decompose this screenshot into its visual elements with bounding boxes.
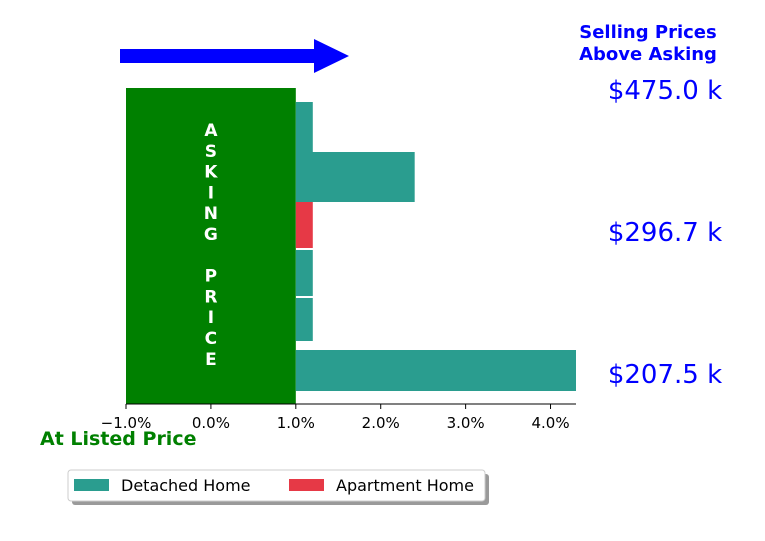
asking-band-letter: E [205,350,217,370]
price-label-middle: $296.7 k [608,218,722,248]
asking-band-letter: A [204,121,218,141]
legend-label-detached: Detached Home [121,476,251,495]
asking-band-letter: I [208,308,214,328]
x-tick-label: 1.0% [277,414,315,432]
asking-band-letter: C [205,329,217,349]
price-label-top: $475.0 k [608,76,722,106]
asking-band-letter: P [205,267,217,287]
asking-band-letter: S [205,142,217,162]
bars-group [295,102,576,391]
title-right-line-2: Above Asking [579,44,717,65]
legend-swatch-apartment [289,479,324,491]
bar [295,298,313,341]
x-axis: −1.0% 0.0% 1.0% 2.0% 3.0% 4.0% [101,403,576,432]
at-listed-price-label: At Listed Price [40,428,196,450]
asking-band-letter: I [208,183,214,203]
asking-band-letter: R [204,287,217,307]
bar [295,250,313,296]
legend-swatch-detached [74,479,109,491]
bar [295,152,415,202]
x-tick-label: 4.0% [531,414,569,432]
title-right-line-1: Selling Prices [579,22,716,43]
asking-band-letter: N [204,204,218,224]
legend-label-apartment: Apartment Home [336,476,474,495]
bar [295,202,313,248]
arrow-group [120,39,349,73]
price-label-bottom: $207.5 k [608,360,722,390]
asking-band-letter: G [204,225,218,245]
arrow-head [314,39,349,73]
asking-band-rect [126,88,296,404]
x-tick-label: 0.0% [192,414,230,432]
x-tick-label: 2.0% [362,414,400,432]
x-tick-label: 3.0% [447,414,485,432]
bar [295,350,576,391]
legend: Detached Home Apartment Home [67,469,489,505]
bar [295,102,313,152]
arrow-shaft [120,49,316,63]
asking-band-letter: K [204,163,218,183]
x-tick-label: −1.0% [101,414,152,432]
